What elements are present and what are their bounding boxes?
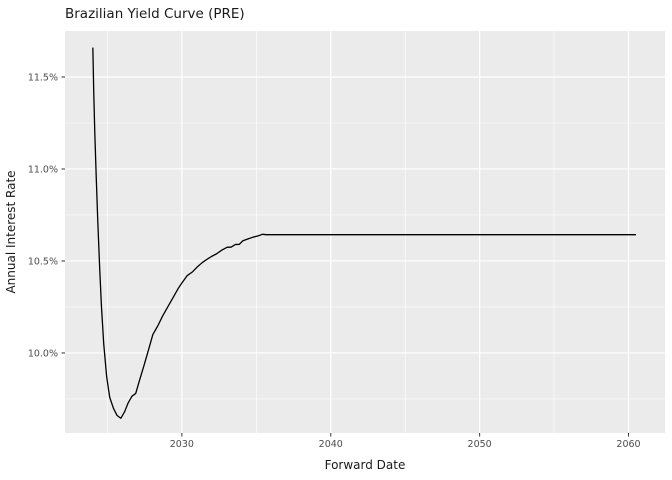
y-tick-label: 11.5% xyxy=(28,72,58,83)
x-tick-label: 2050 xyxy=(468,439,492,450)
y-tick-label: 11.0% xyxy=(28,164,58,175)
x-axis-title: Forward Date xyxy=(325,458,406,472)
yield-curve-line xyxy=(92,47,636,419)
plot-title: Brazilian Yield Curve (PRE) xyxy=(65,6,245,22)
y-tick-label: 10.5% xyxy=(28,256,58,267)
x-tick-label: 2030 xyxy=(170,439,194,450)
x-tick-label: 2040 xyxy=(319,439,343,450)
panel-background xyxy=(65,31,665,433)
x-tick-label: 2060 xyxy=(616,439,640,450)
y-axis-title: Annual Interest Rate xyxy=(4,170,18,293)
plot-panel: 2030 2040 2050 2060 11.5% 11.0% 10.5% 10.0% xyxy=(28,31,665,450)
y-tick-label: 10.0% xyxy=(28,348,58,359)
